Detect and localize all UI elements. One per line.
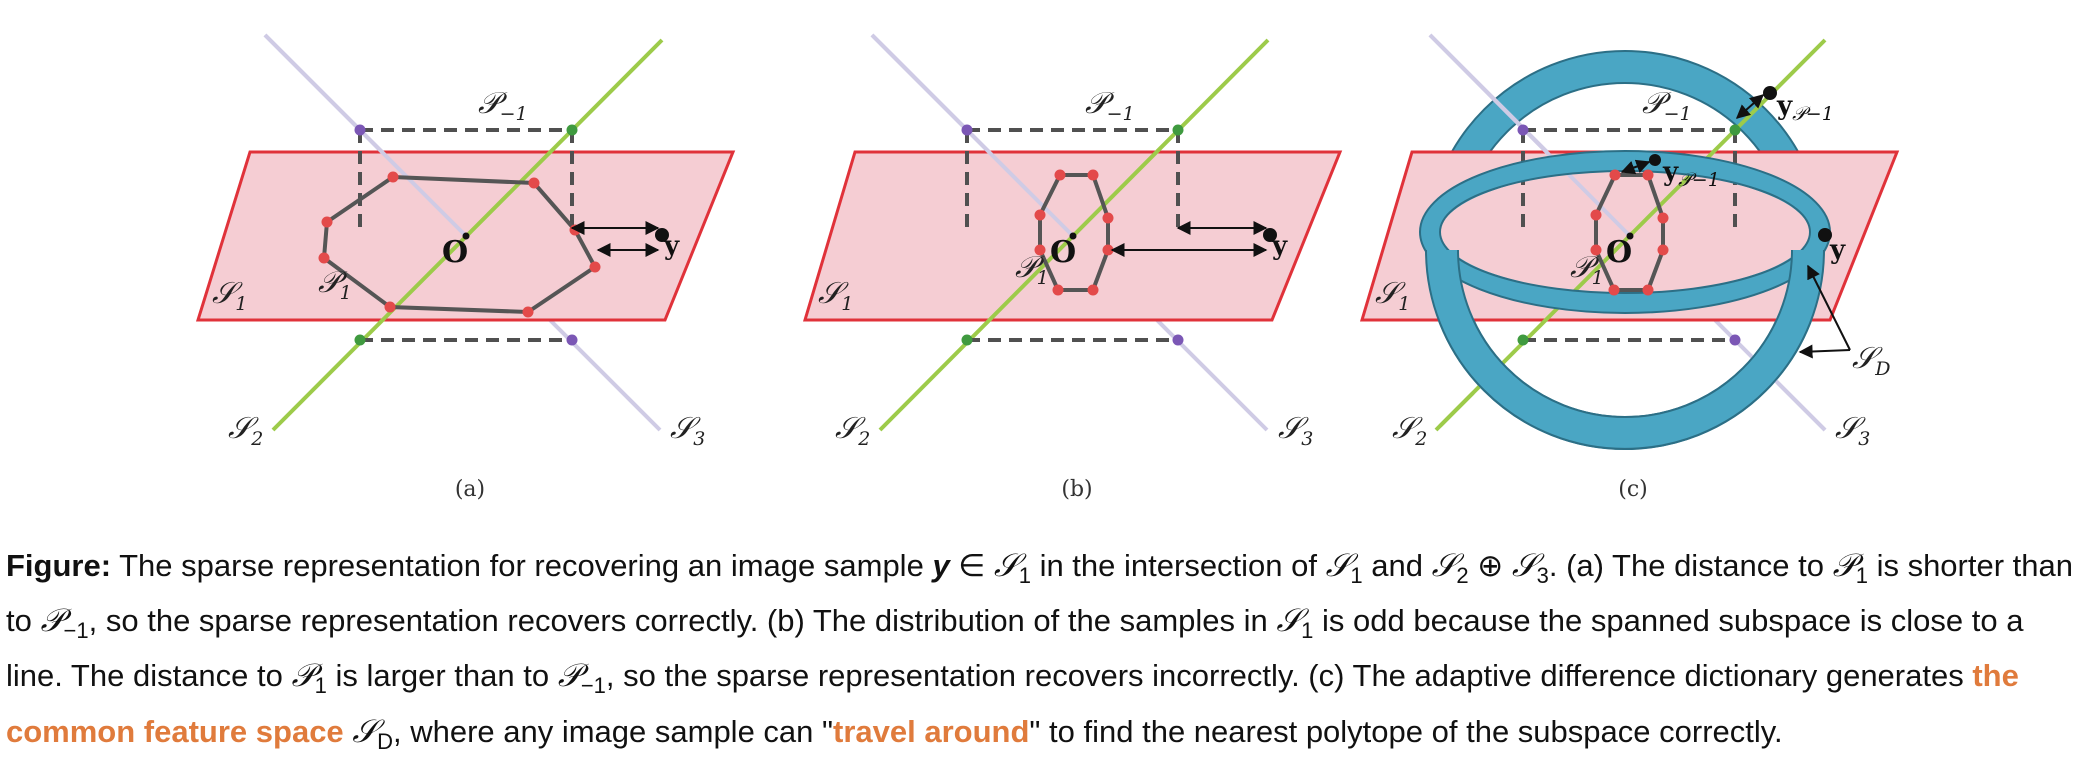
label-p-minus1: 𝒫−1 (1085, 86, 1135, 125)
caption-math-sub: −1 (580, 673, 606, 699)
origin-point (462, 232, 470, 240)
label-sd: 𝒮D (1852, 341, 1890, 380)
polytope-vertices (1590, 169, 1669, 296)
caption-lead: Figure: (6, 548, 112, 583)
caption-highlight: travel around (833, 713, 1030, 749)
caption-math-sub: 2 (1456, 563, 1469, 589)
label-s2: 𝒮2 (835, 411, 870, 450)
distance-to-p1 (1620, 159, 1651, 175)
origin-point (1069, 232, 1077, 240)
caption-math-s: 𝒮 (1325, 546, 1351, 584)
dashed-box (358, 128, 574, 342)
caption-math-sub: 3 (1536, 563, 1549, 589)
caption-math-s: 𝒮 (1276, 601, 1302, 640)
caption-text: and (1362, 548, 1432, 583)
sample-point-y (1818, 228, 1832, 242)
panel-b: O y 𝒫−1 𝒫1 𝒮1 𝒮2 𝒮3 (b) (802, 33, 1343, 502)
origin-label: O (442, 235, 468, 270)
label-s2: 𝒮2 (1392, 411, 1427, 450)
label-p-minus1: 𝒫−1 (478, 86, 528, 125)
sample-label-y: y (1271, 231, 1288, 261)
label-s1: 𝒮1 (818, 276, 853, 315)
caption-math-s: 𝒮 (352, 711, 378, 750)
caption-text: is odd because the spanned subspace is c… (6, 603, 2024, 694)
origin-label: O (1606, 235, 1632, 270)
panel-b-label: (b) (1061, 477, 1092, 502)
caption-text: , so the sparse representation recovers … (605, 658, 1973, 694)
caption-text: , so the sparse representation recovers … (88, 603, 1277, 639)
box-corner-points (961, 124, 1184, 346)
sample-label-y-p-minus1: y𝒫−1 (1776, 91, 1834, 125)
feature-space-ring-front (1426, 249, 1824, 449)
caption-math-oplus: ⊕ (1468, 548, 1512, 583)
label-s3: 𝒮3 (1835, 411, 1870, 450)
box-corner-points (354, 124, 578, 346)
sample-label-y: y (663, 231, 680, 261)
pointer-sd-band (1807, 264, 1851, 351)
caption-math-sub: 1 (1855, 563, 1868, 589)
label-s1: 𝒮1 (212, 276, 247, 315)
label-s3: 𝒮3 (1278, 411, 1313, 450)
caption-math-y: y (932, 548, 950, 583)
caption-math-s: 𝒮 (1511, 546, 1537, 584)
sample-label-y-p1: y𝒫−1 (1662, 157, 1720, 191)
caption-math-sub: 1 (1018, 563, 1031, 589)
distance-to-pm1 (1735, 94, 1765, 119)
label-s2: 𝒮2 (228, 411, 263, 450)
origin-label: O (1050, 235, 1076, 270)
feature-space-ring-front-outer (1425, 249, 1825, 450)
label-s3: 𝒮3 (670, 411, 705, 450)
caption-text: is larger than to (326, 658, 558, 694)
dashed-box (965, 128, 1180, 342)
panel-c-label: (c) (1618, 477, 1648, 502)
line-s2-front (1438, 391, 1475, 428)
line-s3-front (1776, 381, 1827, 432)
sample-point-y-p-minus1 (1763, 86, 1777, 100)
caption-text: , where any image sample can " (392, 713, 834, 749)
caption-math-sub: 1 (314, 673, 327, 699)
panel-c: O y y𝒫−1 y𝒫−1 𝒫−1 𝒫1 𝒮1 𝒮D 𝒮2 𝒮3 (c) (1359, 33, 1900, 502)
caption-highlight: the common feature space (6, 658, 2019, 749)
line-s3-upper (1428, 33, 1632, 238)
caption-text: The sparse representation for recovering… (111, 548, 933, 583)
origin-point (1626, 232, 1634, 240)
caption-math-sub: −1 (63, 618, 89, 644)
line-s3-upper (263, 33, 468, 238)
box-corner-points (1517, 124, 1741, 346)
caption-math-sub: D (377, 728, 393, 754)
caption-text: is shorter than to (6, 548, 2073, 639)
caption-text: . (a) The distance to (1548, 548, 1833, 583)
caption-math-in: ∈ (949, 548, 994, 583)
line-s3-upper (870, 33, 1075, 238)
caption-math-p: 𝒫 (291, 656, 315, 695)
figure-caption: Figure: The sparse representation for re… (6, 543, 2084, 764)
caption-math-p: 𝒫 (40, 601, 64, 640)
caption-math-p: 𝒫 (557, 656, 581, 695)
caption-math-sub: 1 (1301, 618, 1314, 644)
caption-text: in the intersection of (1030, 548, 1326, 583)
caption-math-s: 𝒮 (1431, 546, 1457, 584)
pointer-sd-ring (1798, 344, 1851, 359)
figure-diagram: O y 𝒫−1 𝒫1 𝒮1 𝒮2 𝒮3 (a) (195, 33, 1900, 502)
sample-label-y: y (1829, 235, 1846, 265)
caption-math-sub: 1 (1350, 563, 1363, 589)
panel-a-label: (a) (455, 477, 485, 502)
caption-math-s: 𝒮 (993, 546, 1019, 584)
caption-math-p: 𝒫 (1832, 546, 1856, 584)
caption-text: " to find the nearest polytope of the su… (1029, 713, 1783, 749)
sample-point-y-p1 (1649, 154, 1661, 166)
panel-a: O y 𝒫−1 𝒫1 𝒮1 𝒮2 𝒮3 (a) (195, 33, 736, 502)
feature-space-ring-front-inner (1457, 249, 1793, 418)
